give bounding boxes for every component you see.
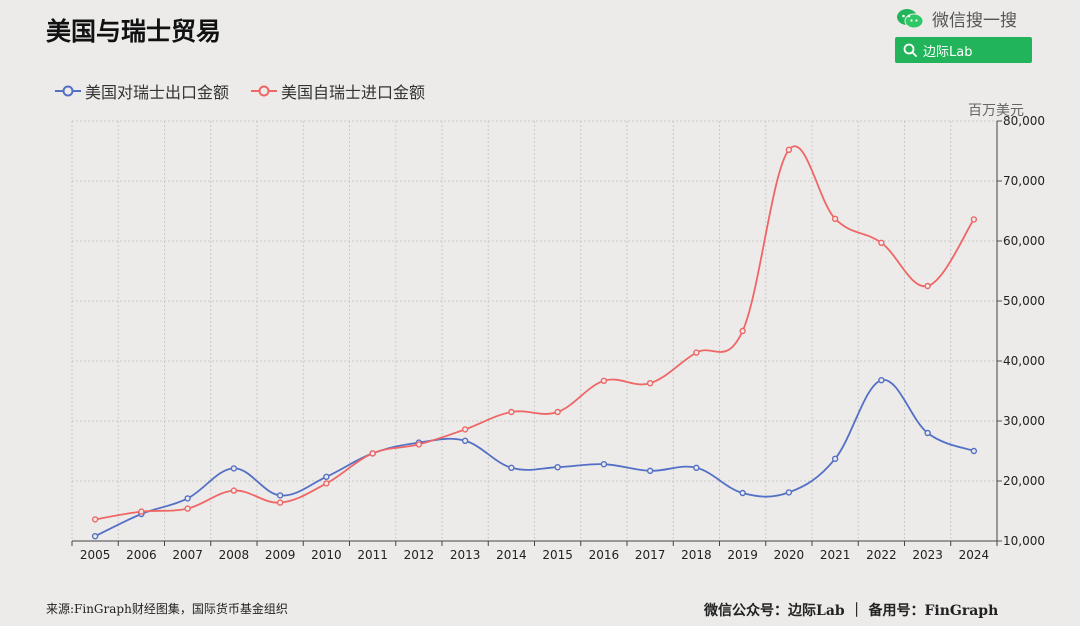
page-title: 美国与瑞士贸易 [46,17,222,46]
x-tick-label: 2018 [681,548,712,562]
x-tick-label: 2022 [866,548,897,562]
data-point-import [831,215,839,223]
data-point-export [831,455,839,462]
x-tick-label: 2019 [727,548,758,562]
series-line-export [94,379,975,538]
data-point-export [461,437,469,444]
data-point-import [415,441,423,448]
y-tick-label: 50,000 [1003,294,1045,308]
data-point-import [554,408,561,416]
x-tick-label: 2020 [774,548,805,562]
wechat-icon [897,8,924,28]
legend-item-import[interactable]: 美国自瑞士进口金额 [251,79,425,103]
data-point-import [138,508,145,515]
data-point-export [184,495,191,502]
x-tick-label: 2006 [126,548,157,562]
x-tick-label: 2013 [450,548,481,562]
data-point-import [693,349,700,356]
y-tick-label: 30,000 [1003,414,1045,428]
x-tick-label: 2023 [912,548,943,562]
y-tick-label: 40,000 [1003,354,1045,368]
x-tick-label: 2008 [219,548,250,562]
x-tick-label: 2016 [589,548,620,562]
data-point-import [600,377,608,384]
y-tick-label: 80,000 [1003,114,1045,128]
y-tick-label: 10,000 [1003,534,1045,548]
data-point-import [461,426,469,433]
data-point-import [970,216,978,223]
credit-note: 微信公众号：边际Lab ｜ 备用号：FinGraph [704,603,999,619]
data-point-import [878,239,885,247]
x-tick-label: 2015 [542,548,573,562]
data-point-export [230,465,238,472]
data-point-import [646,380,654,387]
x-tick-label: 2009 [265,548,296,562]
data-point-import [785,146,793,154]
legend-swatch-export [55,85,81,97]
search-button[interactable]: 边际Lab [895,37,1032,63]
chart-legend: 美国对瑞士出口金额 美国自瑞士进口金额 [55,79,425,103]
legend-label-export: 美国对瑞士出口金额 [85,83,230,102]
data-point-export [878,377,885,384]
data-point-import [508,408,515,416]
data-point-export [276,492,284,499]
data-point-import [91,516,99,523]
data-point-import [184,505,191,512]
data-point-export [739,489,746,497]
data-point-import [924,282,931,290]
y-tick-label: 70,000 [1003,174,1045,188]
wechat-search-brand: 微信搜一搜 [896,6,1017,31]
data-point-export [508,464,515,471]
x-tick-label: 2012 [404,548,435,562]
data-point-export [91,533,99,540]
data-point-export [323,473,330,480]
y-tick-label: 20,000 [1003,474,1045,488]
data-point-import [323,480,330,487]
x-tick-label: 2007 [172,548,203,562]
data-point-import [739,327,746,335]
data-point-export [693,464,700,471]
data-point-import [230,487,238,494]
wechat-search-label: 微信搜一搜 [932,11,1017,31]
source-note: 来源:FinGraph财经图集，国际货币基金组织 [46,602,288,616]
data-point-import [369,450,376,457]
data-point-export [600,461,608,468]
y-tick-label: 60,000 [1003,234,1045,248]
data-point-export [646,467,654,474]
x-tick-label: 2024 [959,548,990,562]
data-point-export [970,447,978,455]
data-point-export [924,429,931,437]
x-tick-label: 2021 [820,548,851,562]
search-icon [903,43,917,57]
data-point-export [554,464,561,471]
x-tick-label: 2010 [311,548,342,562]
legend-swatch-import [251,85,278,97]
legend-label-import: 美国自瑞士进口金额 [281,83,426,102]
data-point-import [276,499,284,506]
y-axis-unit-label: 百万美元 [968,103,1024,119]
x-tick-label: 2014 [496,548,527,562]
data-point-export [785,489,793,496]
x-tick-label: 2017 [635,548,666,562]
search-button-label: 边际Lab [923,44,973,60]
legend-item-export[interactable]: 美国对瑞士出口金额 [55,79,229,103]
x-tick-label: 2011 [357,548,388,562]
x-tick-label: 2005 [80,548,111,562]
